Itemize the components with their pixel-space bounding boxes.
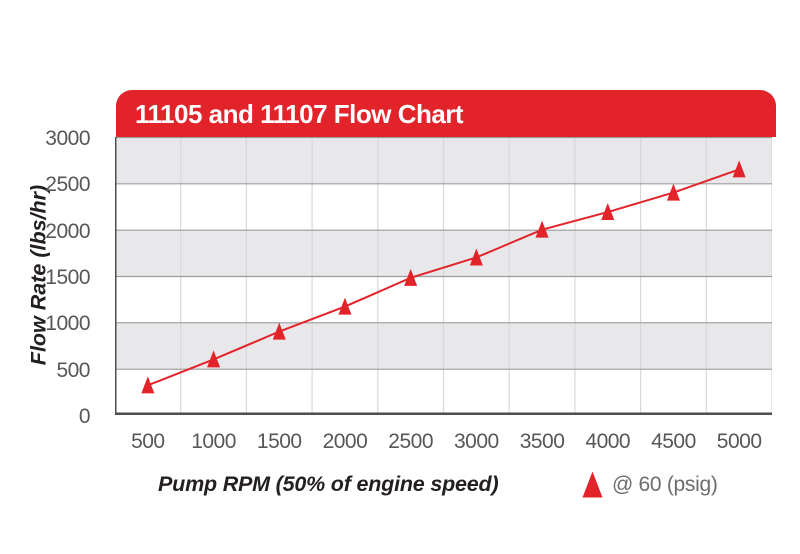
data-point-triangle-icon: [404, 268, 418, 286]
x-tick-label: 1000: [191, 430, 236, 453]
data-point-triangle-icon: [141, 376, 155, 394]
data-point-triangle-icon: [338, 297, 352, 315]
x-tick-label: 1500: [256, 430, 302, 453]
y-tick-label: 3000: [45, 127, 90, 150]
y-tick-label: 2000: [45, 219, 90, 243]
y-tick-label: 1500: [45, 266, 90, 289]
plot-area: [115, 137, 772, 415]
y-tick-label: 2500: [45, 173, 90, 197]
data-point-triangle-icon: [207, 350, 221, 368]
x-tick-label: 5000: [716, 430, 762, 453]
legend: @ 60 (psig): [582, 471, 718, 498]
x-tick-label: 4000: [585, 430, 631, 453]
x-tick-label: 4500: [651, 430, 696, 453]
y-tick-label: 500: [56, 358, 90, 382]
chart-title-banner: 11105 and 11107 Flow Chart: [116, 90, 776, 137]
x-tick-label: 2000: [322, 430, 368, 453]
x-tick-label: 2500: [388, 430, 433, 453]
triangle-up-icon: [582, 471, 603, 498]
data-point-triangle-icon: [535, 220, 549, 238]
x-axis-title: Pump RPM (50% of engine speed): [158, 472, 499, 496]
x-tick-label: 3000: [453, 430, 499, 453]
data-point-triangle-icon: [469, 248, 483, 266]
data-point-triangle-icon: [601, 203, 615, 221]
chart-title: 11105 and 11107 Flow Chart: [135, 99, 464, 129]
legend-label: @ 60 (psig): [612, 472, 718, 496]
data-point-triangle-icon: [732, 160, 746, 178]
data-point-triangle-icon: [666, 183, 680, 201]
x-tick-label: 3500: [519, 430, 565, 453]
x-tick-label: 500: [131, 430, 165, 453]
data-point-triangle-icon: [272, 322, 286, 340]
y-tick-label: 0: [78, 405, 91, 428]
y-tick-label: 1000: [45, 312, 90, 336]
